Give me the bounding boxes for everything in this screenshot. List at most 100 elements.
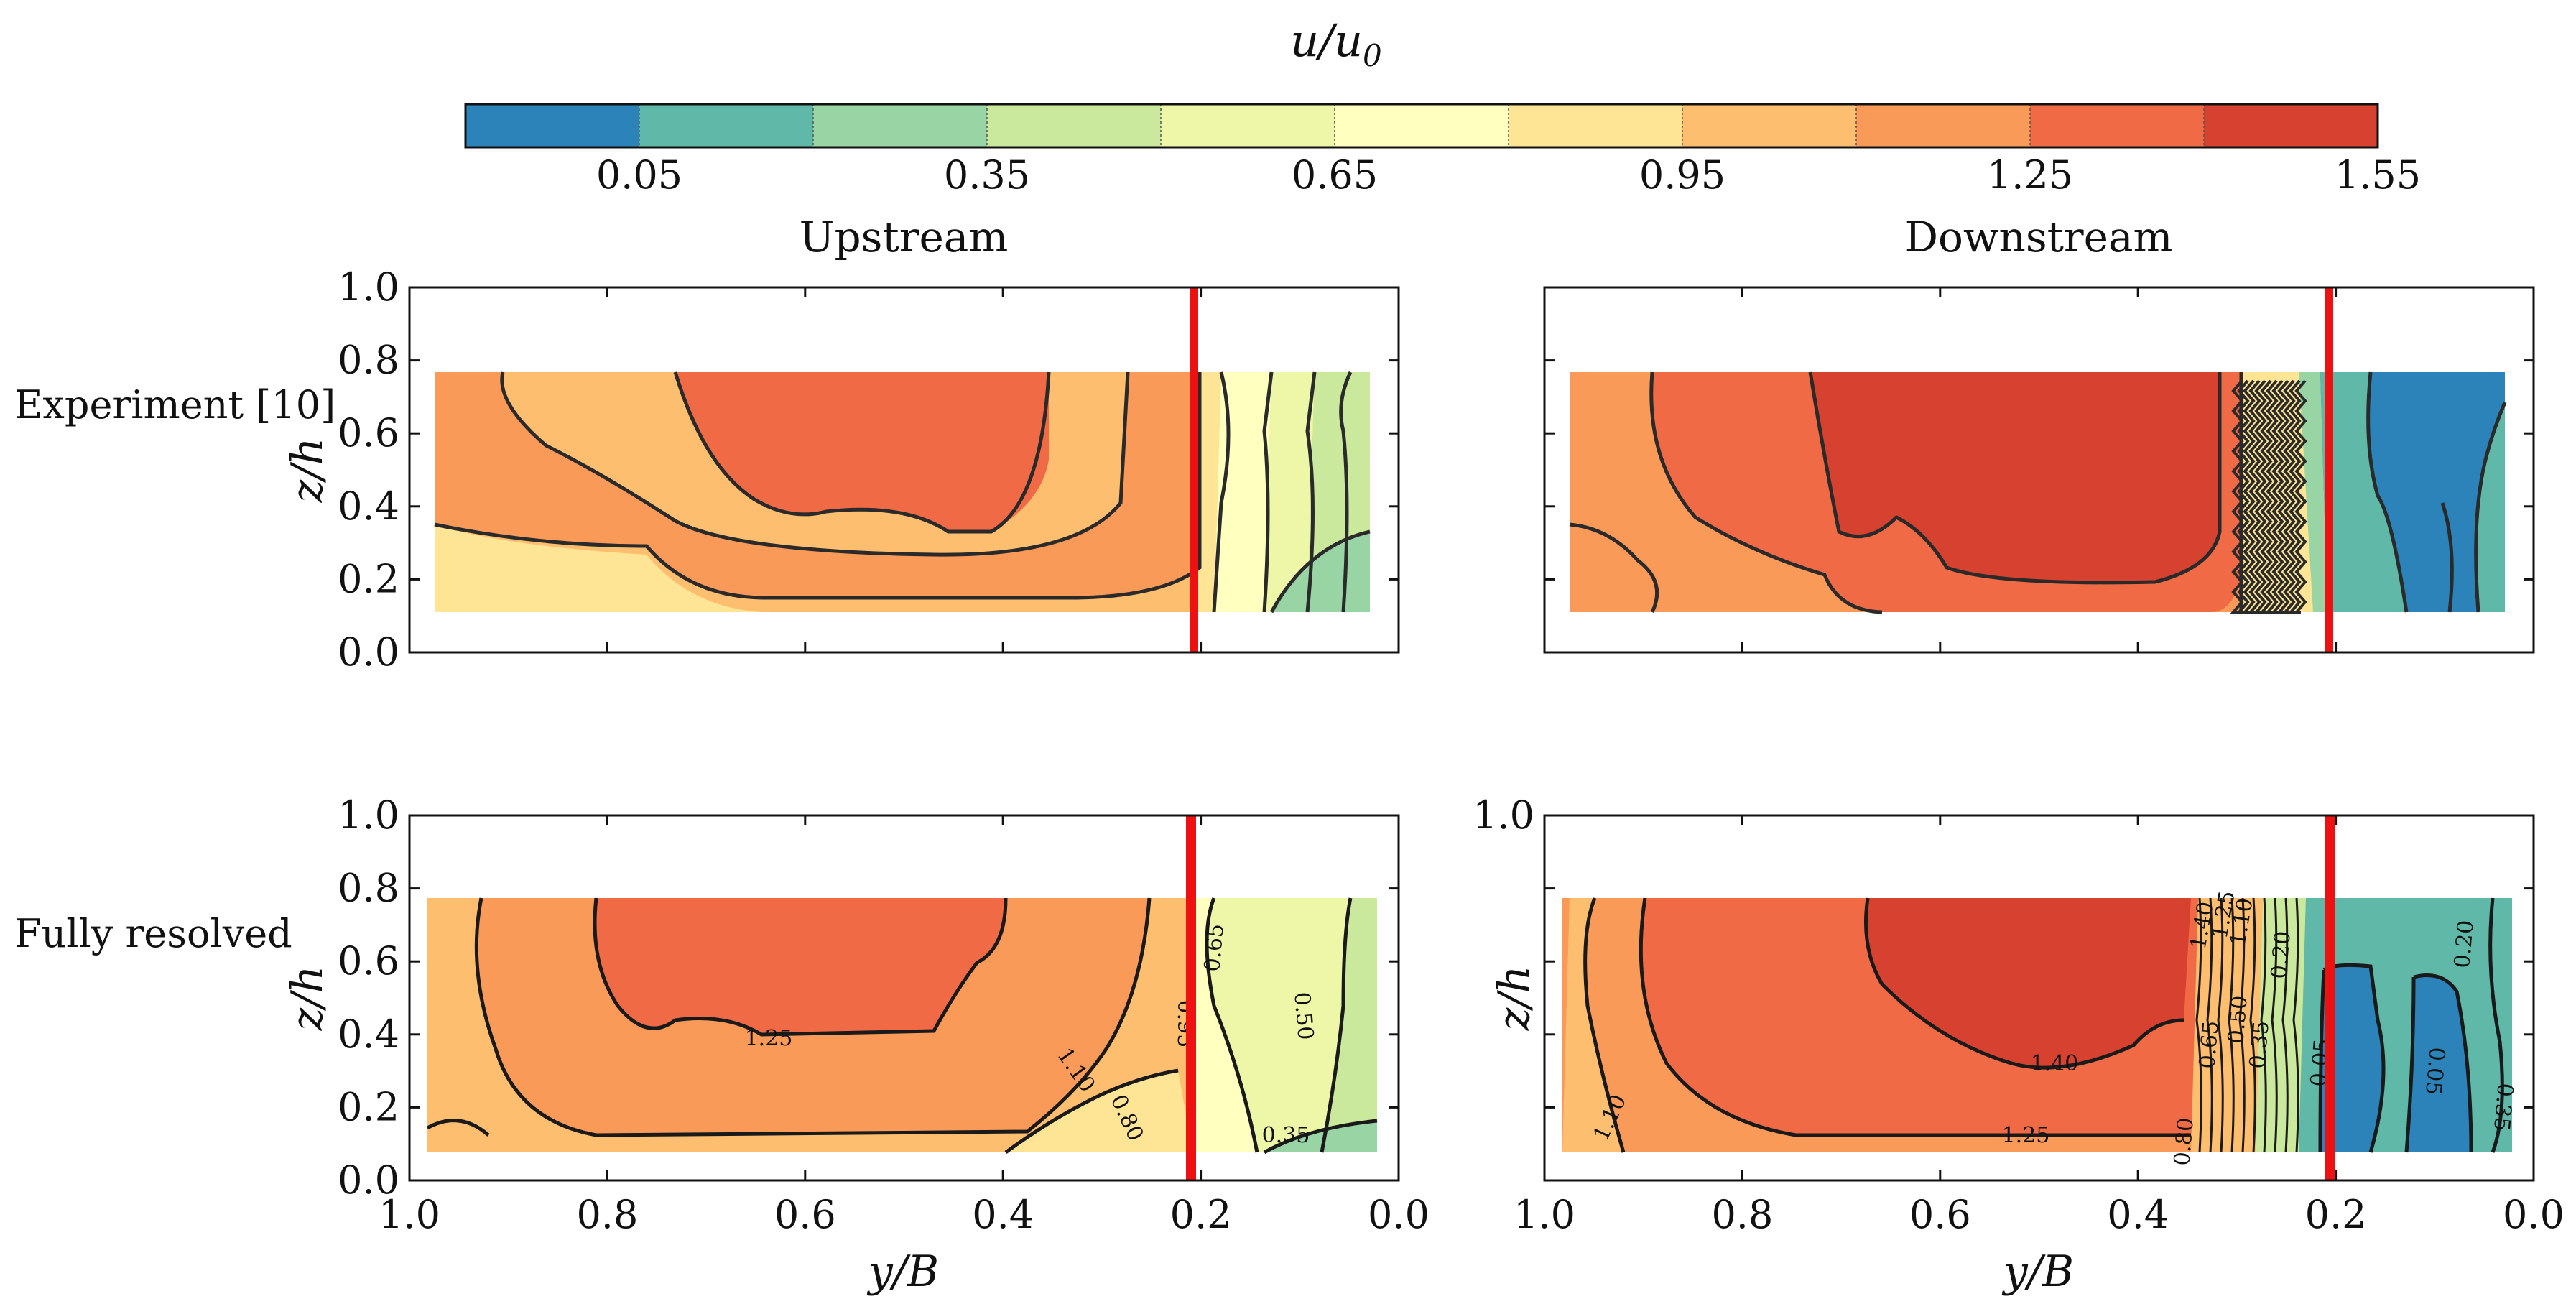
x-tick-label: 1.0: [379, 1192, 440, 1237]
contour-label: 0.65: [2195, 1019, 2224, 1070]
contour-label: 0.05: [2420, 1046, 2450, 1096]
axes-frame: [408, 814, 1400, 1182]
interface-line: [1186, 815, 1196, 1180]
y-tick-label: 0.4: [338, 1012, 399, 1057]
colorbar-segment: [2204, 104, 2378, 147]
contour-line: [2281, 379, 2296, 614]
field-experiment-upstream: [434, 371, 1371, 614]
colorbar-segment: [1335, 104, 1509, 147]
field-resolved-upstream: 1.251.100.800.950.650.500.35: [426, 897, 1378, 1155]
contour-label: 0.35: [2488, 1082, 2518, 1132]
contour-line: [2293, 379, 2307, 614]
x-axis-label: y/B: [866, 1246, 939, 1297]
colorbar-segment: [1161, 104, 1335, 147]
y-tick-label: 0.2: [338, 1084, 399, 1129]
contour-line: [2217, 897, 2224, 1153]
contour-label: 1.25: [745, 1026, 793, 1051]
x-tick-label: 0.0: [1368, 1192, 1430, 1237]
contour-line: [2287, 379, 2302, 614]
axes-frame: [1543, 286, 2535, 654]
y-axis-label: z/h: [1489, 966, 1539, 1031]
interface-line: [2325, 287, 2333, 652]
contour-line: [2258, 379, 2273, 614]
field-experiment-downstream: [1569, 371, 2507, 614]
y-tick-label: 0.8: [338, 338, 399, 383]
contour-line: [2292, 897, 2299, 1153]
contour-line: [2228, 897, 2235, 1153]
contour-line: [2241, 379, 2256, 614]
y-axis-label: z/h: [282, 966, 333, 1031]
colorbar-segment: [2030, 104, 2205, 147]
contour-line: [2276, 379, 2290, 614]
y-tick-label: 0.0: [338, 629, 399, 675]
x-tick-label: 0.8: [576, 1192, 638, 1237]
panel-experiment-upstream: [408, 286, 1400, 654]
colorbar-segment: [813, 104, 988, 147]
contour-label: 0.65: [1200, 922, 1229, 973]
colorbar-tick-label: 1.55: [2335, 152, 2421, 198]
x-tick-label: 1.0: [1514, 1192, 1575, 1237]
colorbar-tick-label: 1.25: [1987, 152, 2073, 198]
y-tick-label: 1.0: [1473, 792, 1534, 838]
y-tick-label: 1.0: [338, 264, 399, 310]
y-tick-label: 1.0: [338, 792, 399, 838]
x-tick-label: 0.4: [2107, 1192, 2169, 1237]
colorbar-segment: [1856, 104, 2031, 147]
colorbar-segment: [1682, 104, 1857, 147]
contour-label: 0.50: [1289, 991, 1318, 1041]
x-tick-label: 0.6: [774, 1192, 836, 1237]
column-title-downstream: Downstream: [1904, 213, 2172, 262]
contour-label: 0.50: [2223, 994, 2253, 1045]
colorbar-segment: [639, 104, 814, 147]
contour-line: [2281, 897, 2289, 1153]
y-tick-label: 0.6: [338, 938, 399, 984]
contour-line: [2249, 897, 2256, 1153]
contour-line: [2271, 897, 2278, 1153]
contour-label: 0.20: [2266, 930, 2296, 980]
x-axis-label: y/B: [2001, 1246, 2074, 1297]
y-tick-label: 0.2: [338, 556, 399, 601]
y-tick-label: 0.0: [338, 1157, 399, 1203]
contour-line: [2253, 379, 2267, 614]
contour-line: [2238, 897, 2246, 1153]
contour-label: 0.35: [2245, 1019, 2274, 1070]
row-label-experiment: Experiment [10]: [14, 382, 335, 427]
y-tick-label: 0.6: [338, 410, 399, 455]
contour-line: [2206, 897, 2213, 1153]
colorbar-segment: [987, 104, 1162, 147]
column-title-upstream: Upstream: [800, 213, 1009, 262]
panel-experiment-downstream: [1543, 286, 2535, 654]
colorbar-segment: [1509, 104, 1683, 147]
colorbar-tick-label: 0.95: [1639, 152, 1725, 198]
contour-label: 0.20: [2450, 919, 2479, 969]
x-tick-label: 0.0: [2503, 1192, 2565, 1237]
interface-line: [1190, 287, 1198, 652]
colorbar-tick-label: 0.65: [1292, 152, 1378, 198]
contour-line: [2230, 379, 2244, 614]
contour-label: 0.80: [2169, 1116, 2199, 1167]
axes-frame: [1543, 814, 2535, 1182]
colorbar-label: u/u0: [1290, 14, 1381, 73]
contour-line: [2247, 379, 2261, 614]
axes-frame: [408, 286, 1400, 654]
interface-line: [2325, 815, 2335, 1180]
contour-line: [2260, 897, 2267, 1153]
field-resolved-downstream: 1.401.251.101.401.251.10 0.800.650.500.35…: [1562, 889, 2518, 1167]
y-tick-label: 0.8: [338, 866, 399, 911]
panel-resolved-downstream: 1.401.251.101.401.251.10 0.800.650.500.35…: [1543, 814, 2535, 1182]
row-label-fully-resolved: Fully resolved: [14, 911, 292, 956]
colorbar-tick-label: 0.05: [596, 152, 682, 198]
x-tick-label: 0.8: [1711, 1192, 1773, 1237]
contour-label: 0.35: [1262, 1123, 1310, 1148]
contour-label: 1.25: [2002, 1123, 2050, 1148]
x-tick-label: 0.2: [2305, 1192, 2367, 1237]
y-tick-label: 0.4: [338, 484, 399, 529]
panel-resolved-upstream: 1.251.100.800.950.650.500.35: [408, 814, 1400, 1182]
contour-line: [2270, 379, 2284, 614]
colorbar-tick-label: 0.35: [944, 152, 1030, 198]
contour-line: [2195, 897, 2202, 1153]
x-tick-label: 0.4: [972, 1192, 1034, 1237]
x-tick-label: 0.2: [1170, 1192, 1232, 1237]
contour-line: [2264, 379, 2279, 614]
